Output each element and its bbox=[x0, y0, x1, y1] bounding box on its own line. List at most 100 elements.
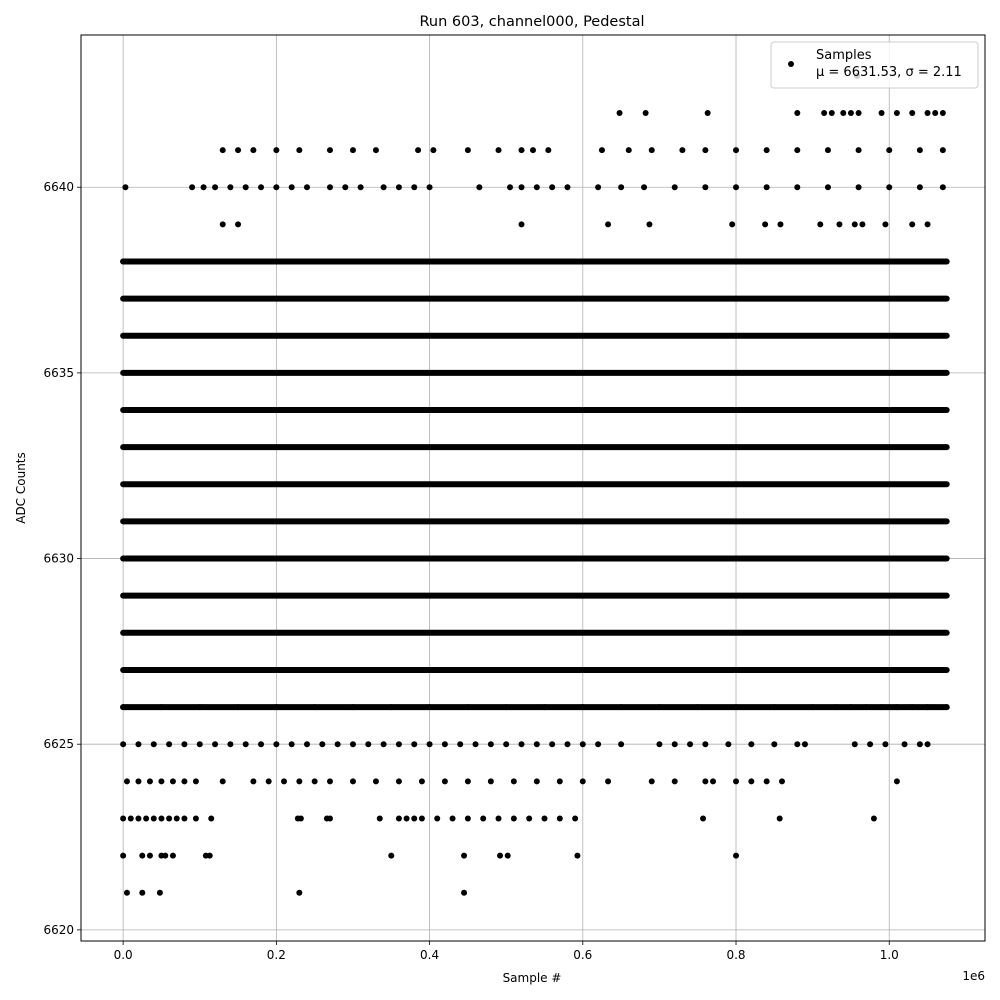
sample-point bbox=[166, 815, 173, 822]
sample-point bbox=[847, 704, 854, 711]
sample-point bbox=[158, 258, 165, 265]
sample-point bbox=[817, 221, 824, 228]
sample-point bbox=[146, 778, 153, 785]
sample-point bbox=[870, 815, 877, 822]
sample-point bbox=[855, 109, 862, 116]
sample-point bbox=[311, 704, 318, 711]
legend-box bbox=[770, 41, 979, 89]
sample-point bbox=[656, 258, 663, 265]
sample-point bbox=[847, 258, 854, 265]
sample-point bbox=[273, 741, 280, 748]
sample-point bbox=[771, 741, 778, 748]
sample-point bbox=[518, 184, 525, 191]
sample-point bbox=[349, 258, 356, 265]
sample-point bbox=[564, 184, 571, 191]
sample-point bbox=[480, 815, 487, 822]
sample-point bbox=[704, 109, 711, 116]
sample-point bbox=[495, 815, 502, 822]
sample-point bbox=[273, 258, 280, 265]
sample-point bbox=[395, 741, 402, 748]
sample-point bbox=[541, 815, 548, 822]
sample-point bbox=[304, 741, 310, 748]
sample-point bbox=[150, 815, 157, 822]
sample-point bbox=[158, 778, 165, 785]
sample-point bbox=[840, 109, 847, 116]
sample-point bbox=[893, 704, 900, 711]
sample-point bbox=[725, 741, 732, 748]
sample-point bbox=[219, 147, 226, 154]
sample-point bbox=[135, 778, 142, 785]
sample-point bbox=[618, 258, 625, 265]
sample-point bbox=[579, 741, 586, 748]
sample-point bbox=[863, 704, 870, 711]
x-tick-label: 0.4 bbox=[420, 948, 439, 962]
sample-point bbox=[135, 741, 142, 748]
sample-point bbox=[464, 778, 471, 785]
sample-point bbox=[372, 147, 379, 154]
sample-point bbox=[679, 147, 686, 154]
sample-point bbox=[200, 184, 207, 191]
y-axis-ticks: 6620 6625 6630 6635 6640 bbox=[43, 180, 81, 937]
sample-point bbox=[924, 258, 931, 265]
sample-point bbox=[464, 147, 471, 154]
sample-point bbox=[702, 184, 709, 191]
sample-point bbox=[618, 741, 625, 748]
chart-title: Run 603, channel000, Pedestal bbox=[419, 14, 644, 30]
dense-sample-bands bbox=[120, 258, 950, 711]
sample-point bbox=[748, 741, 755, 748]
sample-point bbox=[242, 184, 249, 191]
sample-point bbox=[518, 221, 525, 228]
sample-point bbox=[733, 852, 740, 859]
sample-point bbox=[729, 221, 736, 228]
sample-point bbox=[297, 815, 304, 822]
sample-point bbox=[939, 109, 946, 116]
sample-point bbox=[507, 184, 514, 191]
sample-point bbox=[281, 778, 288, 785]
sample-point bbox=[342, 184, 349, 191]
sample-point bbox=[656, 704, 663, 711]
sample-point bbox=[733, 258, 740, 265]
sample-point bbox=[418, 778, 425, 785]
sample-point bbox=[518, 147, 525, 154]
sample-point bbox=[526, 815, 533, 822]
sample-point bbox=[146, 852, 153, 859]
sample-point bbox=[169, 852, 176, 859]
sample-point bbox=[464, 258, 471, 265]
sample-point bbox=[273, 184, 280, 191]
sample-point bbox=[418, 815, 425, 822]
sample-point bbox=[487, 778, 494, 785]
sample-point bbox=[510, 815, 517, 822]
sample-point bbox=[909, 109, 916, 116]
sample-point bbox=[533, 778, 540, 785]
sample-point bbox=[219, 221, 226, 228]
sample-point bbox=[605, 221, 612, 228]
sample-point bbox=[181, 815, 188, 822]
sample-point bbox=[296, 147, 303, 154]
sample-point bbox=[687, 741, 694, 748]
sample-point bbox=[855, 147, 862, 154]
sample-point bbox=[258, 184, 265, 191]
sample-point bbox=[434, 815, 441, 822]
sample-point bbox=[618, 184, 625, 191]
sample-point bbox=[579, 778, 586, 785]
sample-point bbox=[288, 741, 295, 748]
sample-point bbox=[893, 778, 900, 785]
sample-point bbox=[395, 184, 402, 191]
sample-point bbox=[120, 258, 127, 265]
sample-point bbox=[886, 147, 893, 154]
sample-point bbox=[916, 184, 923, 191]
sample-point bbox=[403, 815, 410, 822]
sample-point bbox=[120, 704, 127, 711]
sample-point bbox=[426, 258, 433, 265]
sample-point bbox=[503, 741, 510, 748]
sample-points bbox=[120, 72, 950, 896]
sample-point bbox=[694, 258, 701, 265]
sample-point bbox=[901, 741, 908, 748]
sample-point bbox=[411, 184, 418, 191]
sample-point bbox=[426, 704, 433, 711]
sample-point bbox=[710, 778, 717, 785]
sample-point bbox=[235, 258, 242, 265]
sample-point bbox=[372, 778, 379, 785]
x-tick-label: 0.6 bbox=[573, 948, 592, 962]
